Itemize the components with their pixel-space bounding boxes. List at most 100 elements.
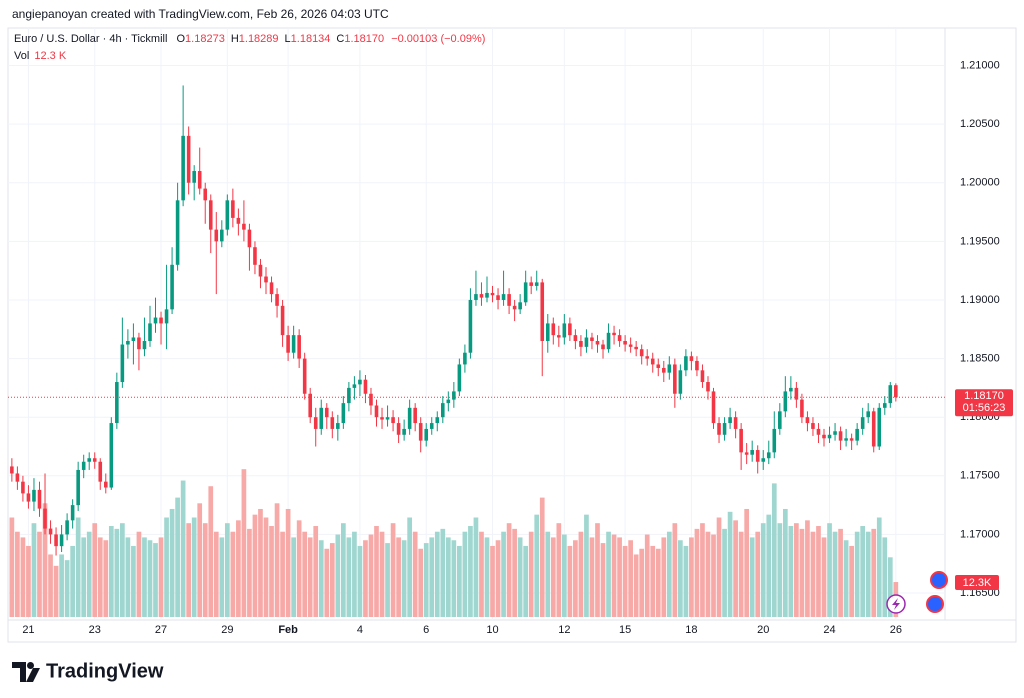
volume-bar (180, 480, 186, 617)
x-tick-label: 21 (22, 624, 34, 636)
volume-bar (423, 543, 429, 617)
volume-bar (15, 531, 20, 617)
volume-bar (672, 523, 678, 617)
volume-bar (749, 537, 755, 617)
candle-body (369, 393, 373, 406)
volume-bar (843, 540, 849, 617)
candle-body (65, 520, 69, 535)
candle-body (518, 302, 522, 310)
volume-bar (329, 543, 335, 617)
y-tick-label: 1.20000 (960, 177, 1000, 189)
candle-body (490, 292, 495, 296)
candle-body (37, 489, 42, 509)
candle-body (822, 434, 826, 439)
volume-bar (313, 526, 319, 617)
volume-bar (48, 554, 53, 617)
candle-body (308, 393, 313, 418)
volume-bar (434, 531, 440, 617)
candle-body (26, 493, 31, 502)
x-tick-label: 23 (89, 624, 101, 636)
volume-bar (523, 545, 529, 617)
axes-layer: 1.21000 1.20500 1.20000 1.19500 1.19000 1.185… (8, 59, 1013, 636)
volume-bar (318, 540, 324, 617)
volume-bar (407, 517, 412, 617)
ohlc-value: 1.18289 (238, 33, 279, 45)
candle-body (606, 332, 611, 350)
x-tick-label: Feb (278, 624, 298, 636)
candle-body (70, 505, 75, 521)
volume-bar (711, 534, 716, 617)
volume-bar (794, 523, 799, 617)
volume-bar (103, 540, 109, 617)
candle-body (722, 423, 727, 435)
volume-bar (131, 545, 136, 617)
candle-body (280, 305, 285, 336)
candle-body (92, 458, 97, 462)
candle-body (827, 434, 832, 439)
candle-body (805, 417, 810, 424)
candle-body (639, 349, 644, 357)
volume-bar (335, 534, 341, 617)
candle-body (186, 135, 191, 183)
candle-body (523, 282, 528, 303)
candle-body (540, 282, 545, 341)
logo-text: TradingView (46, 660, 164, 682)
x-tick-label: 27 (155, 624, 167, 636)
x-tick-label: 18 (685, 624, 697, 636)
candle-body (148, 323, 152, 341)
candle-body (717, 423, 721, 435)
volume-bar (573, 540, 578, 617)
candle-body (291, 335, 296, 353)
countdown: 01:56:23 (963, 402, 1006, 414)
candle-body (396, 423, 401, 435)
volume-bar (755, 531, 761, 617)
candle-body (446, 399, 451, 404)
candle-body (253, 247, 257, 265)
candle-body (43, 508, 47, 529)
candle-body (877, 407, 882, 447)
ohlc-letter: H (230, 33, 239, 45)
flag-icon[interactable] (930, 571, 948, 589)
volume-bar (644, 534, 650, 617)
candle-body (258, 264, 263, 277)
candle-body (617, 335, 622, 341)
candle-body (628, 344, 633, 347)
x-tick-label: 26 (890, 624, 902, 636)
candle-body (584, 337, 589, 347)
volume-bar (258, 508, 263, 617)
volume-bar (661, 537, 667, 617)
volume-bar (766, 514, 772, 617)
volume-bar (827, 523, 832, 617)
price-badge (955, 389, 1013, 417)
candle-body (794, 387, 799, 400)
candle-body (313, 417, 318, 429)
volume-bar (567, 545, 573, 617)
volume-bar (722, 528, 727, 617)
volume-bar (164, 517, 169, 617)
volume-bar (545, 531, 551, 617)
volume-bar (186, 523, 192, 617)
volume-bar (97, 537, 103, 617)
volume-bar (81, 537, 87, 617)
volume-bar (550, 537, 556, 617)
y-tick-label: 1.17500 (960, 470, 1000, 482)
candle-body (302, 358, 307, 394)
candle-body (208, 200, 213, 230)
volume-bar (849, 545, 854, 617)
volume-bar (799, 528, 805, 617)
flag-icon[interactable] (926, 595, 944, 613)
candle-body (153, 317, 158, 324)
volume-bar (385, 543, 390, 617)
volume-bar (738, 531, 744, 617)
volume-bar (882, 537, 888, 617)
x-tick-label: 20 (757, 624, 769, 636)
volume-badge-label: 12.3K (963, 577, 992, 589)
volume-bar (208, 486, 214, 617)
volume-bar (241, 469, 247, 617)
candle-body (689, 356, 694, 361)
candle-body (142, 340, 147, 350)
volume-bar (860, 526, 866, 617)
volume-bar (639, 548, 645, 617)
volume-bar (42, 503, 48, 617)
candle-body (612, 332, 616, 336)
